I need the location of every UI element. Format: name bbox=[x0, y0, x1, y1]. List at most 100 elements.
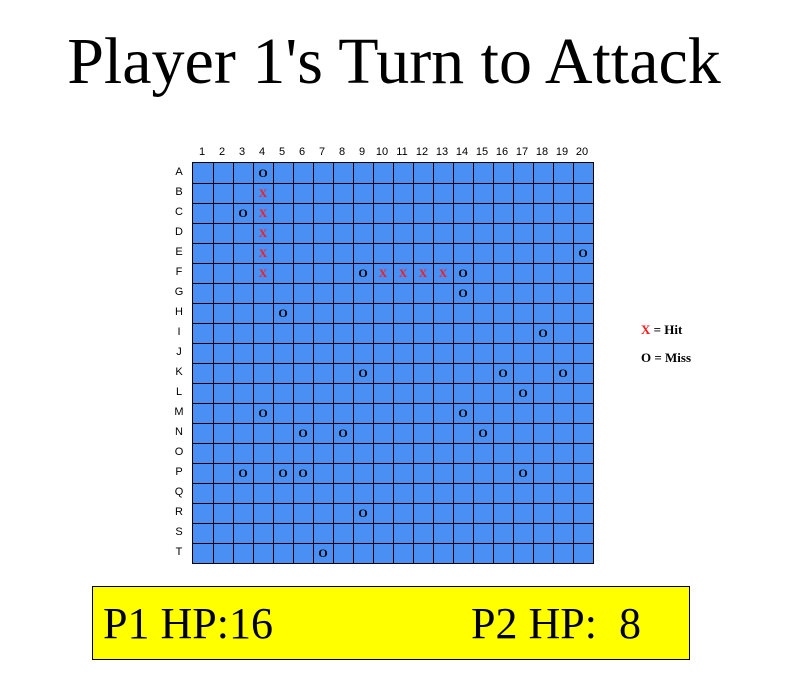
p1-hp-text: P1 HP:16 bbox=[103, 599, 273, 648]
column-label-10: 10 bbox=[375, 146, 389, 158]
column-label-19: 19 bbox=[555, 146, 569, 158]
row-label-J: J bbox=[176, 346, 182, 358]
column-label-11: 11 bbox=[396, 146, 408, 158]
miss-marker-P6: O bbox=[298, 466, 308, 480]
column-label-17: 17 bbox=[515, 146, 529, 158]
grid-line-horizontal bbox=[193, 262, 593, 264]
miss-marker-F14: O bbox=[458, 266, 468, 280]
column-label-12: 12 bbox=[415, 146, 429, 158]
hit-marker-D4: X bbox=[258, 226, 268, 240]
grid-line-horizontal bbox=[193, 442, 593, 444]
row-label-A: A bbox=[175, 166, 183, 178]
row-label-E: E bbox=[175, 246, 183, 258]
miss-marker-L17: O bbox=[518, 386, 528, 400]
column-label-14: 14 bbox=[455, 146, 469, 158]
hit-marker-F10: X bbox=[378, 266, 388, 280]
miss-marker-K16: O bbox=[498, 366, 508, 380]
grid-line-horizontal bbox=[193, 202, 593, 204]
row-label-T: T bbox=[175, 546, 183, 558]
hit-marker-F13: X bbox=[438, 266, 448, 280]
hit-marker-F12: X bbox=[418, 266, 428, 280]
legend-hit: X = Hit bbox=[641, 323, 691, 343]
grid-line-horizontal bbox=[193, 182, 593, 184]
column-label-5: 5 bbox=[278, 146, 286, 158]
column-label-20: 20 bbox=[575, 146, 589, 158]
row-label-G: G bbox=[174, 286, 184, 298]
row-label-I: I bbox=[177, 326, 181, 338]
row-label-H: H bbox=[175, 306, 183, 318]
miss-marker-M4: O bbox=[258, 406, 268, 420]
miss-marker-N6: O bbox=[298, 426, 308, 440]
grid-line-horizontal bbox=[193, 522, 593, 524]
miss-marker-N15: O bbox=[478, 426, 488, 440]
grid-line-horizontal bbox=[193, 282, 593, 284]
miss-marker-T7: O bbox=[318, 546, 328, 560]
hit-marker-B4: X bbox=[258, 186, 268, 200]
p2-hp-text: P2 HP: 8 bbox=[471, 599, 641, 648]
grid-line-horizontal bbox=[193, 382, 593, 384]
column-label-1: 1 bbox=[198, 146, 206, 158]
row-label-S: S bbox=[175, 526, 183, 538]
grid-line-horizontal bbox=[193, 362, 593, 364]
legend: X = Hit O = Miss bbox=[641, 323, 691, 379]
grid-line-horizontal bbox=[193, 462, 593, 464]
row-label-P: P bbox=[175, 466, 183, 478]
hit-marker-E4: X bbox=[258, 246, 268, 260]
legend-miss-label: = Miss bbox=[651, 350, 692, 365]
grid-line-horizontal bbox=[193, 482, 593, 484]
column-label-13: 13 bbox=[435, 146, 449, 158]
grid-line-horizontal bbox=[193, 322, 593, 324]
grid-line-horizontal bbox=[193, 342, 593, 344]
miss-marker-N8: O bbox=[338, 426, 348, 440]
miss-marker-K9: O bbox=[358, 366, 368, 380]
miss-marker-M14: O bbox=[458, 406, 468, 420]
hit-marker-F4: X bbox=[258, 266, 268, 280]
miss-marker-K19: O bbox=[558, 366, 568, 380]
hit-marker-C4: X bbox=[258, 206, 268, 220]
grid-line-horizontal bbox=[193, 402, 593, 404]
row-label-L: L bbox=[175, 386, 183, 398]
column-label-3: 3 bbox=[238, 146, 246, 158]
grid-line-horizontal bbox=[193, 422, 593, 424]
miss-marker-F9: O bbox=[358, 266, 368, 280]
hit-marker-icon: X bbox=[641, 322, 651, 337]
column-label-2: 2 bbox=[218, 146, 226, 158]
column-label-9: 9 bbox=[358, 146, 366, 158]
grid-line-horizontal bbox=[193, 222, 593, 224]
row-label-F: F bbox=[175, 266, 183, 278]
row-label-C: C bbox=[175, 206, 183, 218]
grid-line-horizontal bbox=[193, 242, 593, 244]
row-label-M: M bbox=[174, 406, 184, 418]
miss-marker-A4: O bbox=[258, 166, 268, 180]
column-label-15: 15 bbox=[475, 146, 489, 158]
miss-marker-R9: O bbox=[358, 506, 368, 520]
column-label-8: 8 bbox=[338, 146, 346, 158]
miss-marker-G14: O bbox=[458, 286, 468, 300]
row-label-R: R bbox=[175, 506, 183, 518]
page-title: Player 1's Turn to Attack bbox=[67, 25, 721, 98]
column-label-18: 18 bbox=[535, 146, 549, 158]
miss-marker-P5: O bbox=[278, 466, 288, 480]
row-label-N: N bbox=[175, 426, 183, 438]
miss-marker-H5: O bbox=[278, 306, 288, 320]
row-label-O: O bbox=[174, 446, 184, 458]
grid-line-horizontal bbox=[193, 502, 593, 504]
row-label-D: D bbox=[175, 226, 183, 238]
miss-marker-P3: O bbox=[238, 466, 248, 480]
miss-marker-I18: O bbox=[538, 326, 548, 340]
grid-line-horizontal bbox=[193, 302, 593, 304]
column-label-6: 6 bbox=[298, 146, 306, 158]
hp-status-panel: P1 HP:16 P2 HP: 8 bbox=[92, 586, 690, 660]
legend-hit-label: = Hit bbox=[650, 322, 683, 337]
row-label-K: K bbox=[175, 366, 183, 378]
column-label-4: 4 bbox=[258, 146, 266, 158]
miss-marker-E20: O bbox=[578, 246, 588, 260]
column-label-16: 16 bbox=[495, 146, 509, 158]
column-label-7: 7 bbox=[318, 146, 326, 158]
row-label-Q: Q bbox=[174, 486, 184, 498]
row-label-B: B bbox=[175, 186, 183, 198]
miss-marker-icon: O bbox=[641, 350, 652, 365]
hit-marker-F11: X bbox=[398, 266, 408, 280]
